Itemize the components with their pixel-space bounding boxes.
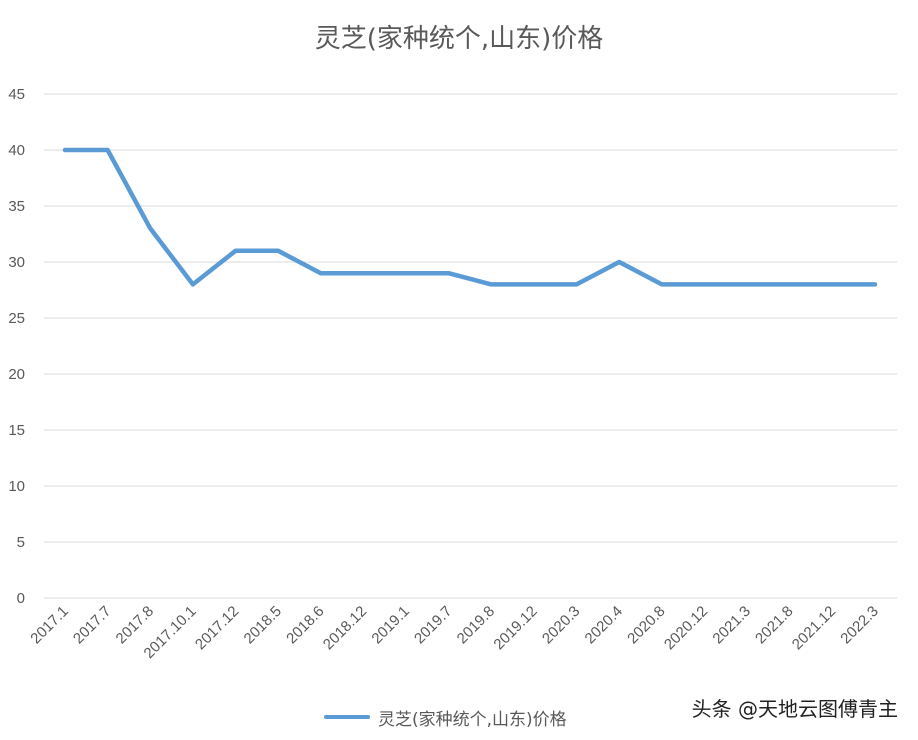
x-tick-label: 2019.12	[490, 603, 540, 653]
y-tick-label: 15	[8, 422, 25, 439]
y-tick-label: 35	[8, 198, 25, 215]
legend-label: 灵芝(家种统个,山东)价格	[378, 709, 567, 730]
y-tick-label: 20	[8, 366, 25, 383]
legend-swatch	[324, 715, 370, 719]
x-tick-label: 2021.3	[709, 603, 753, 647]
x-tick-label: 2017.12	[192, 603, 242, 653]
series-line-0	[62, 147, 878, 287]
watermark: 头条 @天地云图傅青主	[691, 697, 898, 721]
chart-title: 灵芝(家种统个,山东)价格	[314, 24, 604, 54]
y-tick-label: 40	[8, 142, 25, 159]
x-tick-label: 2020.12	[661, 603, 711, 653]
x-tick-label: 2021.12	[789, 603, 839, 653]
x-tick-label: 2019.1	[368, 603, 412, 647]
y-tick-label: 25	[8, 310, 25, 327]
x-tick-label: 2020.3	[539, 603, 583, 647]
x-tick-label: 2017.7	[70, 603, 114, 647]
y-tick-label: 10	[8, 478, 25, 495]
x-tick-label: 2017.1	[27, 603, 71, 647]
x-tick-label: 2018.5	[241, 603, 285, 647]
x-tick-label: 2020.4	[582, 603, 626, 647]
y-tick-label: 45	[8, 86, 25, 103]
y-tick-label: 5	[17, 534, 25, 551]
x-tick-label: 2019.7	[411, 603, 455, 647]
x-tick-label: 2022.3	[837, 603, 881, 647]
y-tick-label: 0	[17, 590, 25, 607]
y-tick-label: 30	[8, 254, 25, 271]
legend: 灵芝(家种统个,山东)价格	[324, 704, 567, 730]
x-tick-label: 2018.12	[320, 603, 370, 653]
